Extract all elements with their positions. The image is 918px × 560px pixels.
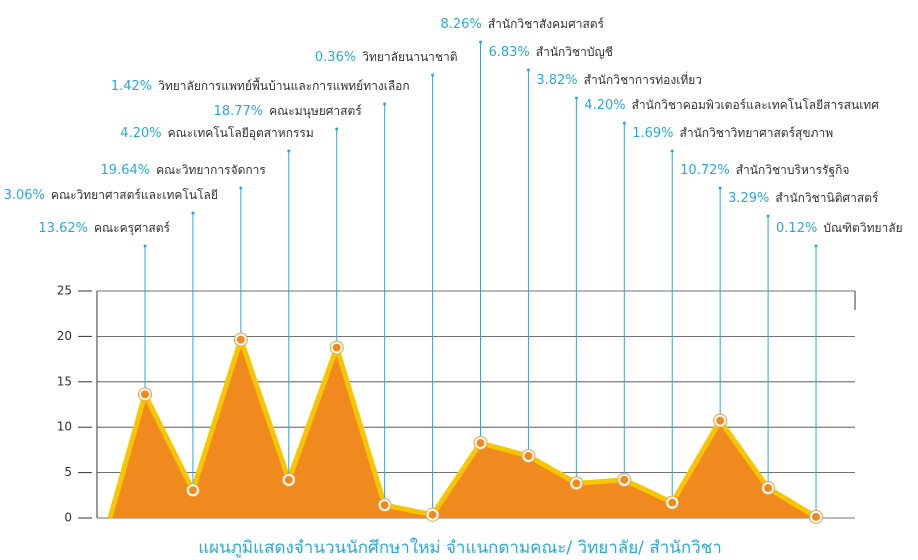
y-tick-label: 10 — [57, 420, 72, 434]
marker — [236, 335, 245, 344]
y-tick-label: 20 — [57, 329, 72, 343]
value-label: 4.20% — [584, 98, 625, 113]
line — [107, 337, 818, 520]
value-label: 3.82% — [536, 73, 577, 88]
leader-dot — [287, 149, 291, 153]
category-label: บัณฑิตวิทยาลัย — [823, 221, 902, 235]
leader-dot — [574, 96, 578, 100]
leader-dot — [526, 68, 530, 72]
value-label: 1.69% — [632, 126, 673, 141]
marker — [524, 451, 533, 460]
leader-dot — [670, 149, 674, 153]
leader-dot — [718, 186, 722, 190]
data-label: 1.69% สำนักวิชาวิทยาศาสตร์สุขภาพ — [632, 126, 833, 141]
value-label: 13.62% — [38, 221, 88, 236]
leader-dot — [143, 244, 147, 248]
data-label: 3.82% สำนักวิชาการท่องเที่ยว — [536, 71, 702, 88]
marker — [620, 475, 629, 484]
area — [110, 339, 817, 518]
y-tick-label: 0 — [64, 511, 72, 525]
leader-dot — [622, 121, 626, 125]
data-label: 4.20% สำนักวิชาคอมพิวเตอร์และเทคโนโลยีสาร… — [584, 98, 879, 113]
data-label: 3.06% คณะวิทยาศาสตร์และเทคโนโลยี — [4, 188, 218, 203]
value-label: 8.26% — [441, 17, 482, 32]
marker — [380, 501, 389, 510]
chart-title: แผนภูมิแสดงจำนวนนักศึกษาใหม่ จำแนกตามคณะ… — [198, 537, 722, 558]
leader-dot — [814, 244, 818, 248]
leader-dot — [479, 40, 483, 44]
data-label: 19.64% คณะวิทยาการจัดการ — [101, 163, 267, 178]
value-label: 0.12% — [776, 221, 817, 236]
category-label: สำนักวิชาบัญชี — [536, 45, 613, 59]
data-label: 4.20% คณะเทคโนโลยีอุตสาหกรรม — [120, 126, 313, 141]
category-label: คณะวิทยาศาสตร์และเทคโนโลยี — [51, 188, 218, 202]
data-label: 8.26% สำนักวิชาสังคมศาสตร์ — [441, 17, 605, 32]
value-label: 1.42% — [111, 79, 152, 94]
data-label: 0.36% วิทยาลัยนานาชาติ — [315, 50, 458, 65]
marker — [188, 486, 197, 495]
leader-dot — [431, 73, 435, 77]
value-label: 18.77% — [214, 104, 264, 119]
marker — [332, 343, 341, 352]
marker — [284, 475, 293, 484]
marker — [141, 390, 149, 399]
data-label: 13.62% คณะครุศาสตร์ — [38, 221, 170, 236]
category-label: คณะวิทยาการจัดการ — [156, 163, 266, 177]
category-label: วิทยาลัยการแพทย์พื้นบ้านและการแพทย์ทางเล… — [158, 77, 410, 93]
y-tick-label: 5 — [64, 465, 72, 479]
category-label: คณะครุศาสตร์ — [94, 221, 171, 236]
marker — [812, 512, 821, 521]
category-label: สำนักวิชาบริหารรัฐกิจ — [736, 163, 850, 177]
data-label: 1.42% วิทยาลัยการแพทย์พื้นบ้านและการแพทย์… — [111, 77, 410, 94]
leader-dot — [383, 102, 387, 106]
data-label: 3.29% สำนักวิชานิติศาสตร์ — [728, 191, 879, 206]
category-label: สำนักวิชาคอมพิวเตอร์และเทคโนโลยีสารสนเทศ — [632, 98, 880, 112]
y-tick-label: 15 — [57, 374, 72, 388]
value-label: 4.20% — [120, 126, 161, 141]
marker — [716, 416, 725, 425]
data-label: 6.83% สำนักวิชาบัญชี — [488, 45, 612, 60]
category-label: คณะมนุษยศาสตร์ — [269, 104, 362, 119]
data-label: 0.12% บัณฑิตวิทยาลัย — [776, 221, 903, 236]
category-label: วิทยาลัยนานาชาติ — [362, 50, 458, 64]
value-label: 3.06% — [4, 188, 45, 203]
category-label: สำนักวิชาสังคมศาสตร์ — [488, 17, 605, 31]
leader-dot — [239, 186, 243, 190]
leader-dot — [335, 127, 339, 131]
value-label: 10.72% — [680, 163, 730, 178]
data-label: 18.77% คณะมนุษยศาสตร์ — [214, 104, 363, 119]
category-label: สำนักวิชานิติศาสตร์ — [775, 191, 879, 205]
category-label: สำนักวิชาการท่องเที่ยว — [584, 71, 702, 87]
category-label: คณะเทคโนโลยีอุตสาหกรรม — [168, 126, 314, 141]
leader-dot — [766, 214, 770, 218]
leader-dot — [191, 211, 195, 215]
marker — [476, 438, 485, 447]
marker — [572, 479, 581, 488]
marker — [428, 510, 437, 519]
category-label: สำนักวิชาวิทยาศาสตร์สุขภาพ — [680, 126, 834, 141]
data-label: 10.72% สำนักวิชาบริหารรัฐกิจ — [680, 163, 849, 178]
value-label: 3.29% — [728, 191, 769, 206]
value-label: 6.83% — [488, 45, 529, 60]
marker — [668, 498, 677, 507]
value-label: 19.64% — [101, 163, 151, 178]
value-label: 0.36% — [315, 50, 356, 65]
marker — [764, 484, 773, 493]
y-tick-label: 25 — [57, 284, 72, 298]
